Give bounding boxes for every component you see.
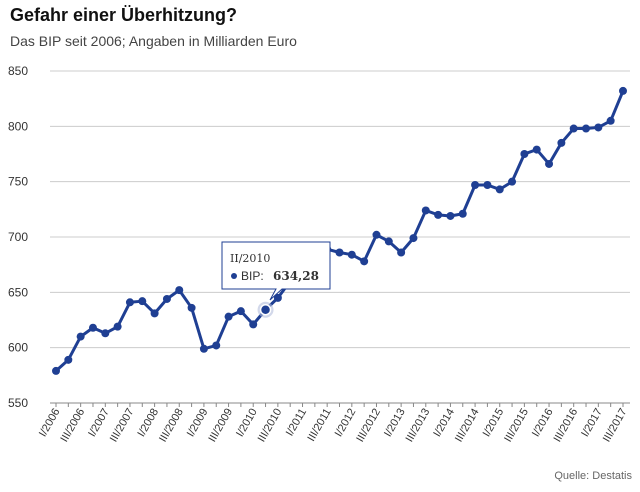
y-tick-label: 650: [8, 285, 28, 299]
point: [224, 312, 233, 321]
point: [249, 320, 258, 329]
x-tick-label: III/2010: [256, 407, 285, 445]
point: [397, 248, 406, 257]
x-tick-label: III/2015: [502, 407, 531, 445]
point: [52, 366, 60, 375]
point: [175, 286, 184, 295]
x-tick-label: I/2006: [37, 407, 63, 439]
point: [594, 123, 603, 132]
point: [471, 180, 480, 189]
y-tick-label: 850: [8, 64, 28, 78]
x-tick-label: I/2011: [284, 407, 309, 439]
point: [446, 211, 455, 220]
x-tick-label: III/2017: [601, 407, 630, 445]
point: [273, 293, 282, 302]
point: [187, 303, 196, 312]
chart-title: Gefahr einer Überhitzung?: [10, 5, 237, 25]
x-tick-label: I/2008: [136, 407, 162, 439]
y-tick-label: 700: [8, 230, 28, 244]
y-tick-label: 600: [8, 341, 28, 355]
point: [384, 237, 393, 246]
x-tick-label: III/2009: [206, 407, 235, 445]
point: [372, 230, 381, 239]
point: [606, 116, 615, 125]
y-tick-label: 550: [8, 396, 28, 410]
point: [532, 145, 541, 154]
point: [101, 329, 110, 338]
x-tick-label: III/2011: [305, 407, 333, 444]
x-tick-label: I/2009: [185, 407, 211, 439]
point: [236, 307, 245, 316]
point: [360, 257, 369, 266]
point: [335, 248, 344, 257]
point: [557, 138, 566, 147]
line: [54, 90, 625, 373]
x-tick-label: I/2015: [481, 407, 507, 439]
y-tick-label: 750: [8, 175, 28, 189]
point: [76, 332, 85, 341]
point: [409, 234, 418, 243]
x-tick-label: I/2016: [530, 407, 556, 439]
x-tick-label: III/2013: [404, 407, 433, 445]
point: [508, 177, 517, 186]
point: [495, 185, 504, 194]
x-tick-label: I/2014: [431, 407, 457, 439]
point: [569, 124, 578, 133]
y-tick-label: 800: [8, 119, 28, 133]
point: [162, 294, 171, 303]
point: [421, 206, 430, 215]
tooltip-box: [221, 241, 331, 301]
x-tick-label: I/2017: [579, 407, 605, 439]
source: Quelle: Destatis: [554, 470, 632, 482]
x-tick-label: III/2014: [453, 406, 482, 444]
x-tick-label: III/2016: [552, 407, 581, 445]
hover-point: [259, 303, 272, 316]
point: [458, 209, 467, 218]
point: [212, 341, 221, 350]
x-tick-label: I/2013: [382, 407, 408, 439]
tooltip-value: 634,28: [273, 269, 319, 283]
tooltip-title: II/2010: [230, 252, 270, 265]
x-tick-label: I/2010: [234, 407, 260, 439]
tooltip-name: BIP:: [241, 269, 264, 283]
point: [483, 180, 492, 189]
x-tick-label: III/2012: [354, 407, 383, 445]
point: [434, 210, 443, 219]
x-tick-label: III/2007: [108, 407, 137, 445]
tooltip: II/2010 BIP: 634,28: [221, 241, 331, 301]
point: [199, 344, 208, 353]
point: [347, 250, 356, 259]
point: [619, 86, 627, 95]
point: [64, 355, 73, 364]
point: [582, 124, 591, 133]
chart-subtitle: Das BIP seit 2006; Angaben in Milliarden…: [10, 33, 297, 49]
point: [520, 150, 529, 158]
x-tick-label: I/2007: [86, 407, 112, 439]
point: [150, 309, 159, 318]
point: [88, 323, 97, 332]
point: [125, 298, 134, 307]
x-tick-label: III/2006: [59, 407, 88, 445]
point: [113, 322, 122, 331]
point: [138, 297, 147, 306]
x-tick-label: III/2008: [157, 407, 186, 445]
point: [545, 159, 554, 168]
x-tick-label: I/2012: [333, 407, 359, 439]
tooltip-swatch: [231, 273, 237, 279]
